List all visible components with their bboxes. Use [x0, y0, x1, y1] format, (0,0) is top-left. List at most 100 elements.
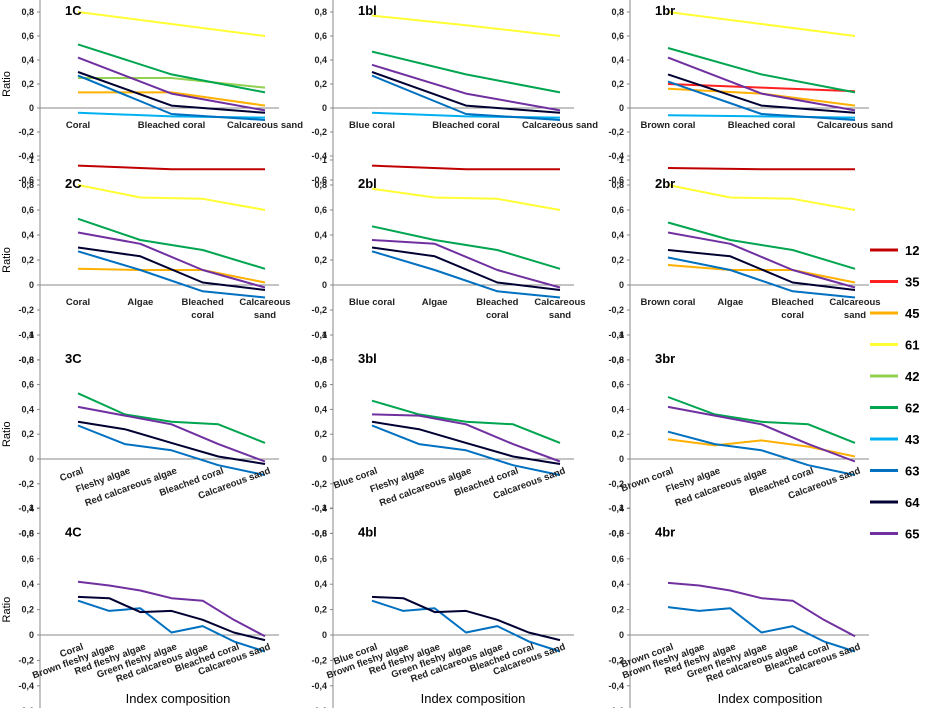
- y-tick-label: 0,2: [21, 605, 34, 615]
- y-tick-label: -0,2: [18, 127, 34, 137]
- series-line-63: [77, 424, 266, 477]
- series-line-63: [371, 250, 561, 299]
- category-label: Calcareous sand: [817, 120, 893, 131]
- y-tick-label: -0,2: [311, 479, 327, 489]
- series-line-63: [371, 74, 561, 121]
- y-tick-label: 0,4: [314, 404, 327, 414]
- panel-title: 1br: [655, 3, 675, 18]
- y-tick-label: 0,2: [21, 429, 34, 439]
- y-tick-label: 0,6: [314, 205, 327, 215]
- panel-title: 2bl: [358, 176, 377, 191]
- y-tick-label: -0,6: [18, 355, 34, 365]
- panel-title: 1bl: [358, 3, 377, 18]
- y-tick-label: 1: [29, 503, 34, 513]
- y-tick-label: -0,6: [608, 355, 624, 365]
- series-line-62: [371, 225, 561, 270]
- y-tick-label: 0,2: [314, 429, 327, 439]
- panel-title: 4C: [65, 524, 82, 539]
- y-axis-title: Ratio: [1, 597, 13, 623]
- y-tick-label: 0: [29, 630, 34, 640]
- y-tick-label: -0,6: [18, 175, 34, 185]
- panel-2br: 1 0,8 0,6 0,4 0,2 0 -0,2 -0,4 -0,6 Brown coral Alg…: [608, 155, 880, 365]
- series-line-61: [371, 14, 561, 37]
- y-tick-label: 0,8: [611, 180, 624, 190]
- category-label: sand: [844, 310, 866, 321]
- y-tick-label: 0: [322, 280, 327, 290]
- y-tick-label: 0,6: [21, 205, 34, 215]
- y-tick-label: 0,6: [21, 31, 34, 41]
- y-tick-label: -0,4: [311, 504, 327, 514]
- series-line-42: [78, 77, 266, 89]
- y-tick-label: 0,2: [611, 605, 624, 615]
- panel-1br: 1 0,8 0,6 0,4 0,2 0 -0,2 -0,4 -0,6 Brown coral Ble…: [608, 0, 893, 185]
- y-tick-label: -0,2: [18, 305, 34, 315]
- legend-label-61: 61: [905, 338, 919, 353]
- category-label: Blue coral: [349, 120, 395, 131]
- series-line-61: [77, 184, 266, 211]
- y-tick-label: -0,2: [608, 479, 624, 489]
- y-tick-label: -0,6: [311, 528, 327, 538]
- x-axis-title: Index composition: [421, 691, 526, 706]
- y-tick-label: 0,2: [611, 255, 624, 265]
- series-line-64: [371, 595, 561, 642]
- series-line-61: [667, 11, 856, 37]
- series-line-63: [371, 599, 561, 653]
- y-tick-label: 0,8: [314, 355, 327, 365]
- series-line-63: [77, 250, 266, 299]
- y-tick-label: 0: [619, 454, 624, 464]
- y-tick-label: 0,4: [611, 230, 624, 240]
- legend-label-65: 65: [905, 527, 919, 542]
- category-label: Bleached: [772, 297, 814, 308]
- x-axis-titles: Index composition Index composition Inde…: [126, 691, 823, 706]
- series-line-61: [77, 11, 266, 37]
- y-tick-label: -0,2: [18, 479, 34, 489]
- series-line-65: [77, 580, 266, 638]
- legend-label-43: 43: [905, 432, 919, 447]
- panel-4C: 10,80,60,40,20-0,2-0,4-0,6RatioCoralBrow…: [1, 503, 279, 708]
- y-tick-label: -0,4: [608, 504, 624, 514]
- y-tick-label: 0,6: [611, 205, 624, 215]
- y-tick-label: 0,4: [21, 55, 34, 65]
- panel-2C: 1 0,8 0,6 0,4 0,2 0 -0,2 -0,4 -0,6 Ratio Coral Alga…: [1, 155, 291, 365]
- y-tick-label: 0,4: [611, 579, 624, 589]
- series-line-61: [667, 184, 856, 211]
- y-tick-label: 0,2: [314, 255, 327, 265]
- y-tick-label: 1: [322, 503, 327, 513]
- y-tick-label: 0: [619, 103, 624, 113]
- y-tick-label: 0,4: [314, 230, 327, 240]
- y-tick-label: 1: [619, 503, 624, 513]
- y-tick-label: -0,2: [608, 127, 624, 137]
- y-tick-label: 0,8: [21, 7, 34, 17]
- series-line-64: [667, 73, 856, 114]
- series-line-64: [77, 246, 266, 291]
- y-tick-label: -0,4: [608, 681, 624, 691]
- category-label: Bleached coral: [432, 120, 500, 131]
- series-line-12: [77, 164, 265, 171]
- series-line-65: [77, 405, 266, 463]
- y-tick-label: 0: [322, 454, 327, 464]
- y-axis-title: Ratio: [1, 421, 13, 447]
- category-label: Algae: [717, 297, 743, 308]
- y-tick-label: 0,6: [21, 380, 34, 390]
- legend-label-35: 35: [905, 275, 919, 290]
- legend-label-42: 42: [905, 369, 919, 384]
- category-label: Coral: [58, 465, 85, 484]
- y-tick-label: 0,8: [611, 528, 624, 538]
- series-line-64: [77, 71, 266, 114]
- y-tick-label: 0,6: [611, 554, 624, 564]
- category-label: Algae: [422, 297, 448, 308]
- y-tick-label: 0,2: [314, 605, 327, 615]
- y-axis-title: Ratio: [1, 247, 13, 273]
- series-line-64: [77, 595, 266, 642]
- y-tick-label: 0: [322, 103, 327, 113]
- y-tick-label: -0,6: [311, 355, 327, 365]
- y-tick-label: 0: [29, 454, 34, 464]
- y-tick-label: -0,6: [18, 528, 34, 538]
- y-tick-label: 0,4: [21, 230, 34, 240]
- legend-label-45: 45: [905, 306, 919, 321]
- series-line-63: [77, 74, 266, 121]
- y-tick-label: -0,6: [608, 706, 624, 708]
- panel-1bl: 1 0,8 0,6 0,4 0,2 0 -0,2 -0,4 -0,6 Blue coral Blea…: [311, 0, 598, 185]
